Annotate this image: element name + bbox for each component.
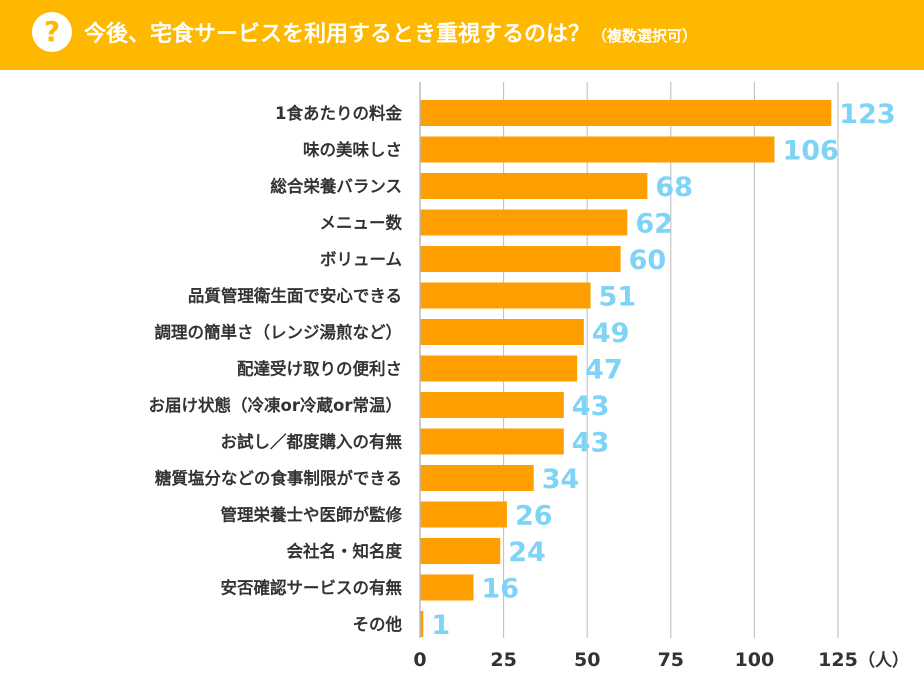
value-label: 34 [542,464,580,495]
x-tick-label: 50 [574,649,600,671]
value-label: 62 [635,209,673,240]
title-banner: ? 今後、宅食サービスを利用するとき重視するのは？ （複数選択可） [0,0,924,70]
category-label: その他 [353,614,403,634]
bar [420,428,564,455]
category-label: 品質管理衛生面で安心できる [188,286,402,306]
bar [420,209,628,236]
x-tick-label: 0 [413,649,426,671]
category-label: 糖質塩分などの食事制限ができる [155,468,402,488]
value-label: 51 [599,282,637,313]
category-label: 会社名・知名度 [287,541,403,561]
value-label: 123 [839,99,895,130]
category-label: お試し／都度購入の有無 [221,432,403,452]
category-label: 調理の簡単さ（レンジ湯煎など） [155,322,403,342]
value-label: 1 [431,610,450,641]
chart-title: 今後、宅食サービスを利用するとき重視するのは？ （複数選択可） [84,15,697,55]
category-label: 味の美味しさ [303,140,402,160]
value-label: 68 [655,172,693,203]
category-label: メニュー数 [320,213,403,233]
bar [420,465,534,491]
x-tick-label: 25 [490,649,516,671]
value-label: 26 [515,501,553,532]
x-unit-label: （人） [858,650,909,671]
value-label: 106 [782,136,838,167]
bar [420,173,648,199]
bar [420,611,424,637]
x-tick-label: 75 [658,649,684,671]
x-tick-label: 100 [735,649,775,671]
bar [420,501,507,528]
value-label: 49 [592,318,630,349]
value-label: 47 [585,355,623,386]
category-label: 1食あたりの料金 [275,103,402,123]
x-tick-label: 125 [818,649,858,671]
bar [420,355,578,382]
bar [420,538,501,564]
category-label: ボリューム [320,250,402,269]
bar [420,392,564,418]
bar [420,100,832,126]
bar [420,282,591,309]
category-label: 安否確認サービスの有無 [221,578,403,598]
value-label: 24 [508,537,546,568]
category-label: 管理栄養士や医師が監修 [221,505,403,525]
value-label: 43 [572,391,610,422]
value-label: 43 [572,428,610,459]
value-label: 60 [629,245,667,276]
chart-title-note: （複数選択可） [592,27,698,45]
bar [420,136,775,163]
bar [420,574,474,601]
chart-title-text: 今後、宅食サービスを利用するとき重視するのは？ [84,22,591,47]
category-label: お届け状態（冷凍or冷蔵or常温） [149,395,402,415]
bar [420,319,584,345]
category-label: 配達受け取りの便利さ [237,359,402,379]
value-label: 16 [482,574,520,605]
category-label: 総合栄養バランス [270,176,402,196]
question-mark-icon: ? [32,12,72,52]
bar [420,246,621,272]
